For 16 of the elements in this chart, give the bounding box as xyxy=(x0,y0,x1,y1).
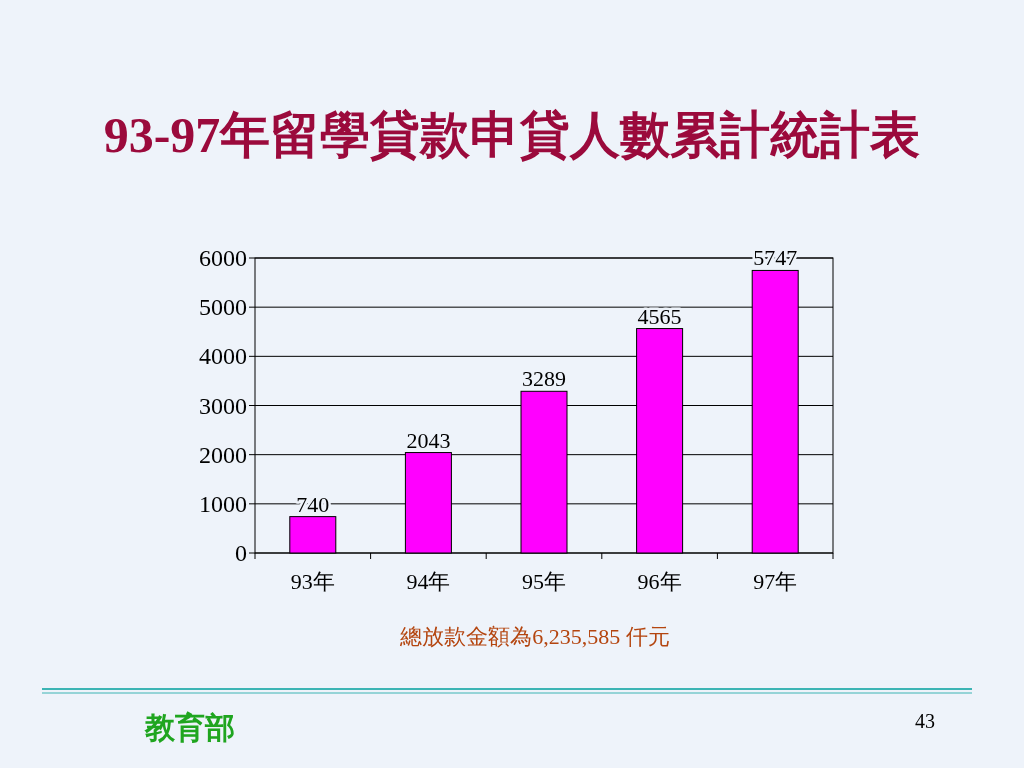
x-tick-label: 93年 xyxy=(290,569,335,594)
y-tick-label: 1000 xyxy=(199,490,247,517)
data-label: 3289 xyxy=(522,366,566,392)
x-tick-label: 95年 xyxy=(522,569,566,594)
y-tick-label: 0 xyxy=(235,540,247,566)
data-label: 2043 xyxy=(406,427,451,453)
y-tick-label: 2000 xyxy=(199,441,247,468)
title: 93-97年留學貸款申貸人數累計統計表 xyxy=(103,107,921,163)
y-tick-label: 6000 xyxy=(199,245,247,271)
y-tick-label: 5000 xyxy=(199,294,247,321)
x-tick-label: 96年 xyxy=(637,569,682,594)
y-tick-label: 4000 xyxy=(199,343,247,370)
y-tick-label: 3000 xyxy=(199,392,247,419)
data-label: 4565 xyxy=(637,303,682,329)
x-tick-label: 97年 xyxy=(753,569,798,594)
x-tick-label: 94年 xyxy=(406,569,451,594)
